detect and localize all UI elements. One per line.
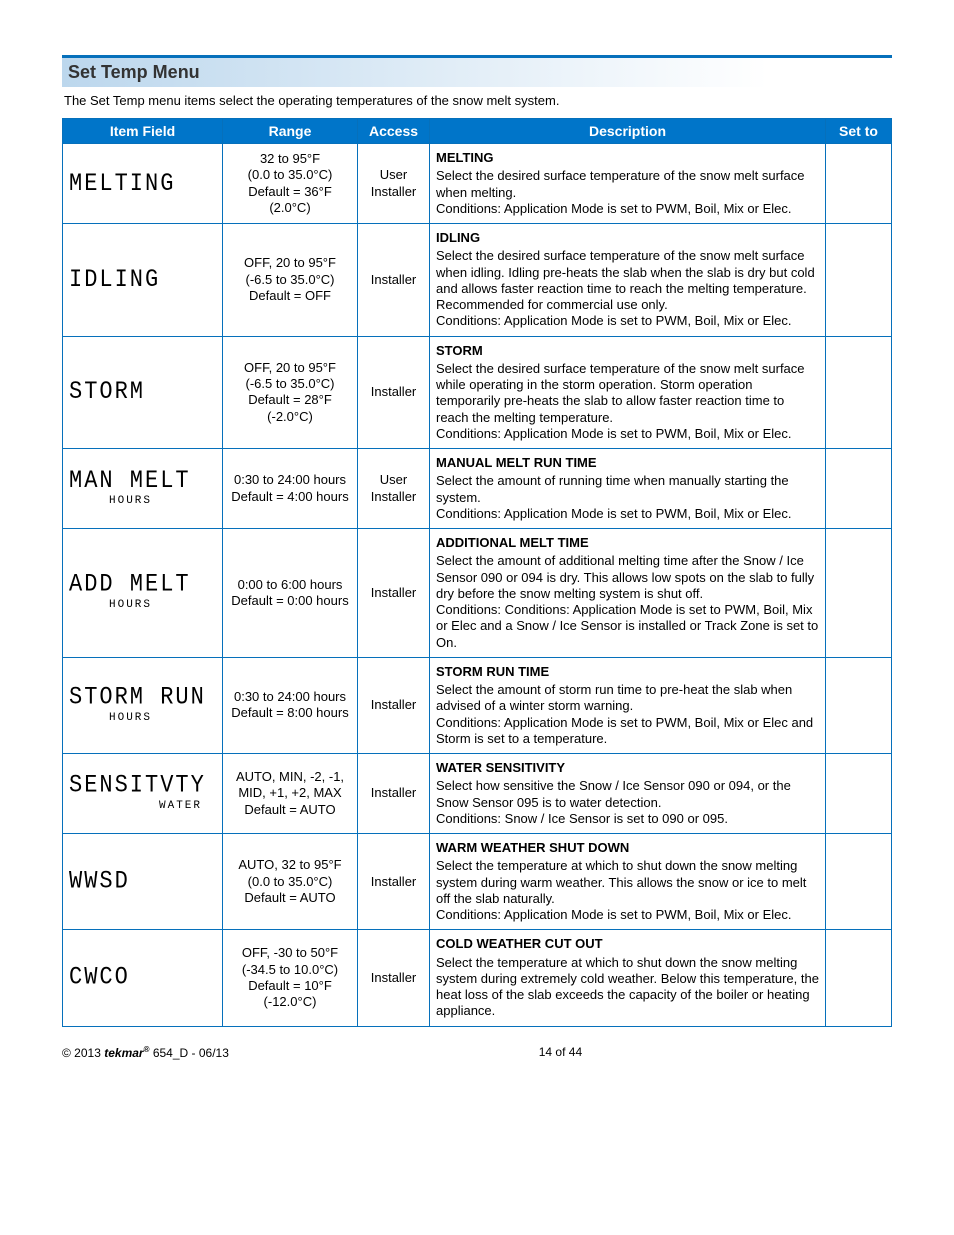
access-cell: Installer xyxy=(358,529,430,658)
range-cell: 0:00 to 6:00 hoursDefault = 0:00 hours xyxy=(223,529,358,658)
description-cell: WARM WEATHER SHUT DOWN Select the tempera… xyxy=(430,834,826,930)
desc-body: Select the desired surface temperature o… xyxy=(436,361,819,442)
set-to-cell[interactable] xyxy=(826,834,892,930)
lcd-display: CWCO xyxy=(69,965,130,990)
desc-body: Select the amount of storm run time to p… xyxy=(436,682,819,747)
description-cell: COLD WEATHER CUT OUT Select the temperatu… xyxy=(430,930,826,1026)
desc-title: IDLING xyxy=(436,230,819,246)
set-to-cell[interactable] xyxy=(826,224,892,337)
desc-title: WARM WEATHER SHUT DOWN xyxy=(436,840,819,856)
desc-title: MELTING xyxy=(436,150,819,166)
intro-text: The Set Temp menu items select the opera… xyxy=(64,93,892,108)
set-to-cell[interactable] xyxy=(826,657,892,753)
set-to-cell[interactable] xyxy=(826,930,892,1026)
col-access: Access xyxy=(358,119,430,144)
col-item: Item Field xyxy=(63,119,223,144)
desc-title: STORM xyxy=(436,343,819,359)
set-to-cell[interactable] xyxy=(826,144,892,224)
item-field: STORM xyxy=(63,336,223,449)
desc-body: Select the amount of running time when m… xyxy=(436,473,819,522)
item-field: WWSD xyxy=(63,834,223,930)
description-cell: STORM RUN TIME Select the amount of storm… xyxy=(430,657,826,753)
lcd-sub: HOURS xyxy=(69,713,216,724)
range-cell: 0:30 to 24:00 hoursDefault = 4:00 hours xyxy=(223,449,358,529)
range-cell: 0:30 to 24:00 hoursDefault = 8:00 hours xyxy=(223,657,358,753)
desc-title: ADDITIONAL MELT TIME xyxy=(436,535,819,551)
item-field: SENSITVTY WATER xyxy=(63,754,223,834)
item-field: MELTING xyxy=(63,144,223,224)
lcd-display: STORM xyxy=(69,380,145,405)
access-cell: Installer xyxy=(358,930,430,1026)
item-field: CWCO xyxy=(63,930,223,1026)
range-cell: OFF, -30 to 50°F(-34.5 to 10.0°C)Default… xyxy=(223,930,358,1026)
brand: tekmar® xyxy=(104,1046,149,1060)
item-field: STORM RUN HOURS xyxy=(63,657,223,753)
lcd-display: MAN MELT xyxy=(69,468,191,493)
settings-table: Item Field Range Access Description Set … xyxy=(62,118,892,1027)
lcd-sub: WATER xyxy=(69,801,216,812)
description-cell: ADDITIONAL MELT TIME Select the amount of… xyxy=(430,529,826,658)
description-cell: MELTING Select the desired surface temper… xyxy=(430,144,826,224)
copyright: © 2013 xyxy=(62,1046,104,1060)
access-cell: Installer xyxy=(358,224,430,337)
doc-id: 654_D - 06/13 xyxy=(149,1046,228,1060)
description-cell: STORM Select the desired surface temperat… xyxy=(430,336,826,449)
item-field: IDLING xyxy=(63,224,223,337)
desc-title: STORM RUN TIME xyxy=(436,664,819,680)
footer: © 2013 tekmar® 654_D - 06/13 14 of 44 xyxy=(62,1045,892,1060)
set-to-cell[interactable] xyxy=(826,529,892,658)
lcd-display: ADD MELT xyxy=(69,573,191,598)
range-cell: OFF, 20 to 95°F(-6.5 to 35.0°C)Default =… xyxy=(223,336,358,449)
range-cell: 32 to 95°F(0.0 to 35.0°C)Default = 36°F(… xyxy=(223,144,358,224)
page-number: 14 of 44 xyxy=(229,1045,892,1060)
col-range: Range xyxy=(223,119,358,144)
access-cell: Installer xyxy=(358,754,430,834)
desc-body: Select the temperature at which to shut … xyxy=(436,955,819,1020)
desc-body: Select the amount of additional melting … xyxy=(436,553,819,651)
lcd-sub: HOURS xyxy=(69,600,216,611)
set-to-cell[interactable] xyxy=(826,754,892,834)
desc-body: Select the desired surface temperature o… xyxy=(436,248,819,329)
description-cell: MANUAL MELT RUN TIME Select the amount of… xyxy=(430,449,826,529)
access-cell: UserInstaller xyxy=(358,144,430,224)
range-cell: OFF, 20 to 95°F(-6.5 to 35.0°C)Default =… xyxy=(223,224,358,337)
range-cell: AUTO, MIN, -2, -1, MID, +1, +2, MAXDefau… xyxy=(223,754,358,834)
desc-title: COLD WEATHER CUT OUT xyxy=(436,936,819,952)
lcd-sub: HOURS xyxy=(69,496,216,507)
access-cell: Installer xyxy=(358,657,430,753)
lcd-display: MELTING xyxy=(69,171,175,196)
col-setto: Set to xyxy=(826,119,892,144)
section-header: Set Temp Menu xyxy=(62,55,892,87)
description-cell: WATER SENSITIVITY Select how sensitive th… xyxy=(430,754,826,834)
set-to-cell[interactable] xyxy=(826,449,892,529)
range-cell: AUTO, 32 to 95°F(0.0 to 35.0°C)Default =… xyxy=(223,834,358,930)
lcd-display: STORM RUN xyxy=(69,685,206,710)
col-desc: Description xyxy=(430,119,826,144)
set-to-cell[interactable] xyxy=(826,336,892,449)
lcd-display: SENSITVTY xyxy=(69,773,206,798)
item-field: MAN MELT HOURS xyxy=(63,449,223,529)
desc-body: Select how sensitive the Snow / Ice Sens… xyxy=(436,778,819,827)
lcd-display: IDLING xyxy=(69,267,160,292)
access-cell: Installer xyxy=(358,834,430,930)
access-cell: UserInstaller xyxy=(358,449,430,529)
desc-title: WATER SENSITIVITY xyxy=(436,760,819,776)
lcd-display: WWSD xyxy=(69,869,130,894)
desc-body: Select the desired surface temperature o… xyxy=(436,168,819,217)
desc-body: Select the temperature at which to shut … xyxy=(436,858,819,923)
description-cell: IDLING Select the desired surface tempera… xyxy=(430,224,826,337)
desc-title: MANUAL MELT RUN TIME xyxy=(436,455,819,471)
item-field: ADD MELT HOURS xyxy=(63,529,223,658)
access-cell: Installer xyxy=(358,336,430,449)
